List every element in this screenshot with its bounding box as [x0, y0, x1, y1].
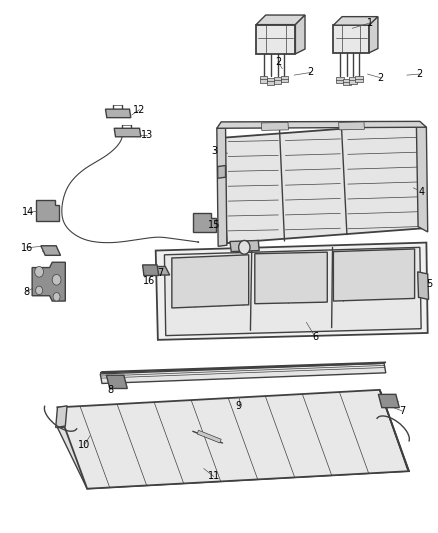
Polygon shape	[143, 265, 159, 276]
Polygon shape	[336, 77, 344, 83]
Polygon shape	[36, 200, 59, 221]
Polygon shape	[256, 25, 295, 54]
Polygon shape	[221, 123, 424, 243]
Text: 2: 2	[378, 73, 384, 83]
Polygon shape	[355, 76, 363, 82]
Polygon shape	[164, 247, 421, 336]
Polygon shape	[114, 128, 141, 137]
Text: 6: 6	[312, 332, 318, 342]
Text: 10: 10	[78, 440, 91, 450]
Polygon shape	[56, 406, 67, 427]
Polygon shape	[32, 262, 65, 301]
Polygon shape	[274, 77, 282, 84]
Polygon shape	[151, 266, 170, 275]
Polygon shape	[295, 15, 305, 54]
Polygon shape	[172, 255, 249, 308]
Polygon shape	[333, 249, 415, 301]
Polygon shape	[41, 246, 60, 255]
Polygon shape	[217, 122, 426, 128]
Polygon shape	[256, 15, 305, 25]
Text: 8: 8	[23, 287, 29, 297]
Text: 16: 16	[21, 243, 33, 253]
Polygon shape	[418, 272, 428, 300]
Polygon shape	[369, 17, 378, 53]
Polygon shape	[193, 213, 215, 232]
Polygon shape	[57, 410, 409, 489]
Circle shape	[53, 293, 60, 301]
Polygon shape	[378, 394, 399, 408]
Polygon shape	[333, 25, 369, 53]
Polygon shape	[349, 77, 357, 84]
Polygon shape	[417, 122, 427, 232]
Polygon shape	[217, 127, 227, 246]
Polygon shape	[261, 123, 288, 131]
Polygon shape	[155, 243, 427, 340]
Text: 1: 1	[367, 18, 373, 28]
Polygon shape	[343, 79, 351, 85]
Polygon shape	[260, 76, 268, 83]
Polygon shape	[197, 430, 221, 443]
Text: 15: 15	[208, 220, 221, 230]
Circle shape	[52, 274, 61, 285]
Text: 11: 11	[208, 472, 220, 481]
Text: 3: 3	[212, 146, 218, 156]
Text: 2: 2	[417, 69, 423, 79]
Text: 4: 4	[419, 187, 425, 197]
Text: 14: 14	[21, 207, 34, 217]
Text: 7: 7	[399, 406, 406, 416]
Polygon shape	[106, 375, 127, 389]
Polygon shape	[57, 390, 409, 489]
Polygon shape	[267, 78, 275, 85]
Text: 2: 2	[307, 68, 314, 77]
Text: 13: 13	[141, 130, 153, 140]
Polygon shape	[100, 364, 386, 383]
Text: 2: 2	[275, 57, 281, 67]
Circle shape	[35, 286, 42, 295]
Polygon shape	[230, 240, 259, 252]
Circle shape	[239, 240, 250, 254]
Polygon shape	[106, 109, 131, 118]
Polygon shape	[281, 76, 288, 82]
Text: 16: 16	[143, 277, 155, 286]
Polygon shape	[380, 390, 409, 471]
Polygon shape	[333, 17, 378, 25]
Text: 8: 8	[108, 385, 114, 395]
Circle shape	[35, 266, 43, 277]
Text: 12: 12	[133, 104, 146, 115]
Polygon shape	[100, 362, 386, 373]
Text: 5: 5	[426, 279, 433, 288]
Polygon shape	[218, 165, 226, 178]
Text: 7: 7	[157, 268, 163, 278]
Text: 9: 9	[236, 401, 242, 411]
Polygon shape	[255, 252, 327, 304]
Polygon shape	[339, 122, 364, 130]
